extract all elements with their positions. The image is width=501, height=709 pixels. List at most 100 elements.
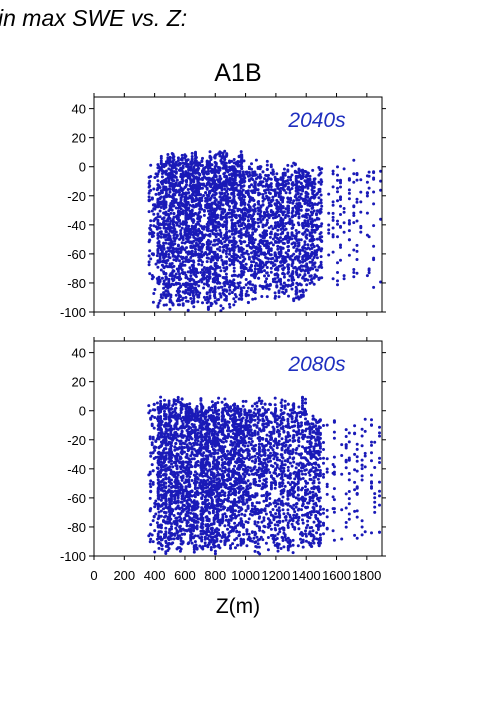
data-point <box>267 274 270 278</box>
data-point <box>162 303 166 307</box>
data-point <box>288 201 292 204</box>
data-point <box>149 523 153 527</box>
data-point <box>202 295 206 299</box>
data-point <box>192 219 196 223</box>
data-point <box>147 263 151 267</box>
data-point <box>291 272 295 276</box>
data-point <box>153 448 157 452</box>
data-point <box>175 521 179 525</box>
data-point <box>162 478 165 481</box>
data-point <box>196 271 200 275</box>
data-point <box>159 514 163 518</box>
data-point <box>336 199 339 203</box>
data-point <box>240 167 244 171</box>
data-point <box>169 293 173 297</box>
data-point <box>301 248 305 252</box>
data-point <box>175 221 179 225</box>
data-point <box>311 258 315 262</box>
data-point <box>181 461 185 465</box>
data-point <box>200 280 204 284</box>
data-point <box>320 266 324 269</box>
data-point <box>213 243 217 247</box>
data-point <box>299 238 303 242</box>
data-point <box>183 263 187 267</box>
data-point <box>311 242 315 246</box>
data-point <box>257 276 261 280</box>
data-point <box>312 223 316 227</box>
data-point <box>296 192 300 196</box>
data-point <box>331 233 335 237</box>
data-point <box>172 155 176 159</box>
data-point <box>311 267 315 271</box>
data-point <box>197 280 201 284</box>
data-point <box>265 168 269 171</box>
y-tick-label: 20 <box>72 131 86 146</box>
data-point <box>295 267 299 271</box>
data-point <box>301 226 305 230</box>
data-point <box>208 233 212 237</box>
data-point <box>367 267 371 271</box>
data-point <box>219 269 223 273</box>
data-point <box>269 204 273 208</box>
data-point <box>157 462 161 465</box>
data-point <box>174 293 178 297</box>
data-point <box>159 206 163 209</box>
data-point <box>295 288 299 291</box>
data-point <box>230 291 234 294</box>
data-point <box>315 274 318 278</box>
data-point <box>339 225 342 229</box>
data-point <box>192 180 196 184</box>
data-point <box>180 153 184 157</box>
data-point <box>311 206 315 210</box>
data-point <box>253 288 257 291</box>
data-point <box>167 399 171 403</box>
data-point <box>164 276 168 280</box>
data-point <box>154 499 158 503</box>
data-point <box>257 183 261 187</box>
data-point <box>297 212 301 216</box>
data-point <box>312 189 316 193</box>
data-point <box>259 210 263 214</box>
data-point <box>170 262 174 265</box>
data-point <box>311 211 315 215</box>
data-point <box>234 231 238 235</box>
data-point <box>286 253 290 257</box>
data-point <box>268 282 272 286</box>
data-point <box>236 170 240 173</box>
data-point <box>271 256 275 260</box>
data-point <box>184 296 188 299</box>
data-point <box>149 537 153 541</box>
data-point <box>213 296 217 300</box>
data-point <box>178 534 182 538</box>
data-point <box>352 180 356 184</box>
data-point <box>174 461 178 465</box>
data-point <box>164 502 168 506</box>
data-point <box>336 283 339 287</box>
data-point <box>250 260 253 264</box>
data-point <box>157 431 161 435</box>
data-point <box>298 260 302 264</box>
data-point <box>202 266 206 269</box>
data-point <box>352 211 356 215</box>
data-point <box>241 247 245 251</box>
data-point <box>192 239 196 243</box>
data-point <box>210 302 214 306</box>
data-point <box>297 167 301 171</box>
data-point <box>197 284 201 288</box>
data-point <box>184 288 188 292</box>
data-point <box>241 255 245 259</box>
data-point <box>243 202 247 206</box>
data-point <box>160 468 164 472</box>
data-point <box>274 294 277 298</box>
data-point <box>305 283 309 287</box>
data-point <box>265 221 269 225</box>
data-point <box>169 160 173 164</box>
data-point <box>187 191 191 195</box>
plot-frame <box>93 96 383 313</box>
data-point <box>355 258 359 261</box>
data-point <box>192 270 196 274</box>
data-point <box>160 276 164 280</box>
data-point <box>305 233 309 237</box>
data-point <box>331 185 335 189</box>
data-point <box>244 266 248 270</box>
